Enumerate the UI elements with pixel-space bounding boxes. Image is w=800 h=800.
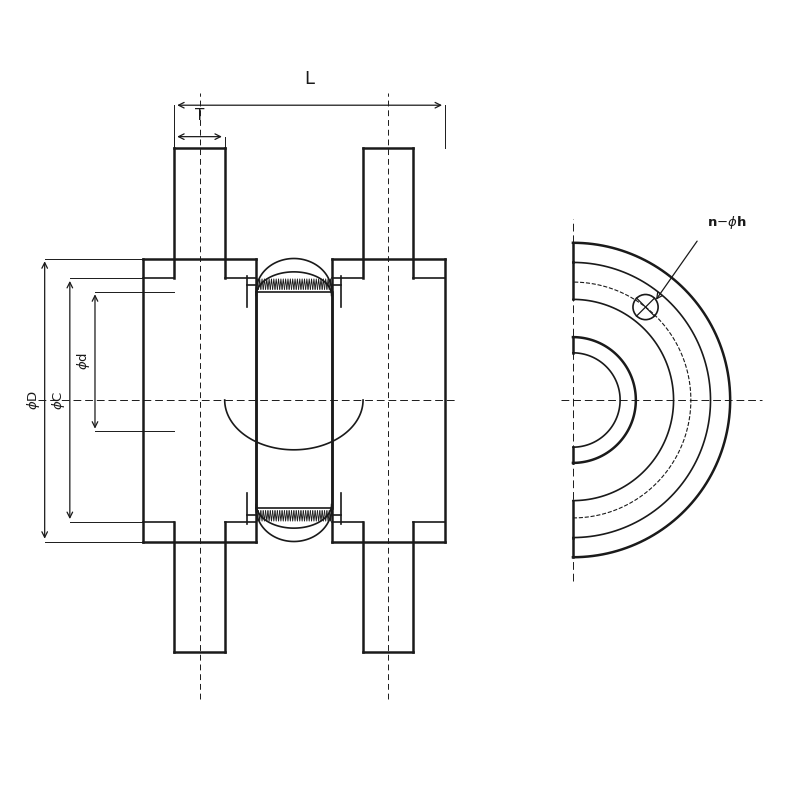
Text: T: T <box>195 107 204 122</box>
Circle shape <box>633 294 658 320</box>
Text: $\phi$d: $\phi$d <box>75 353 93 370</box>
Text: $\phi$C: $\phi$C <box>50 390 67 410</box>
Text: L: L <box>305 70 314 88</box>
Text: n$-\phi$h: n$-\phi$h <box>706 214 746 231</box>
Text: $\phi$D: $\phi$D <box>25 390 42 410</box>
